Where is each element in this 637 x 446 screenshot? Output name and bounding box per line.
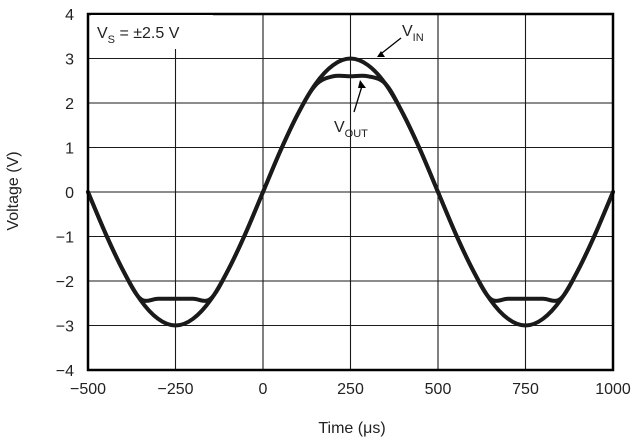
x-tick-label: 750	[512, 381, 539, 398]
grid-lines	[88, 14, 613, 370]
supply-label-main: V	[97, 25, 108, 42]
y-tick-label: 1	[65, 141, 74, 158]
vout-label: VOUT	[334, 119, 368, 140]
plot-frame	[86, 12, 615, 372]
supply-label-box	[91, 15, 213, 49]
x-tick-label: −500	[70, 381, 106, 398]
vin-pointer-line	[381, 37, 402, 54]
supply-label-rest: = ±2.5 V	[115, 25, 180, 42]
x-tick-label: 250	[337, 381, 364, 398]
x-tick-label: 1000	[595, 381, 631, 398]
vin-label-sub: IN	[413, 32, 424, 44]
y-axis-label: Voltage (V)	[5, 151, 22, 230]
y-tick-label: 2	[65, 96, 74, 113]
y-tick-label: 3	[65, 52, 74, 69]
vout-label-main: V	[334, 119, 345, 136]
x-tick-label: −250	[157, 381, 193, 398]
vout-pointer-arrowhead	[358, 80, 366, 88]
y-tick-label: −4	[56, 363, 74, 380]
y-tick-label: −3	[56, 319, 74, 336]
y-tick-label: 4	[65, 7, 74, 24]
supply-voltage-label: VS = ±2.5 V	[97, 25, 180, 46]
tick-labels: −500 −250 0 250 500 750 1000 −4 −3 −2 −1 0 1 2 3 4	[56, 7, 631, 398]
x-tick-label: 500	[425, 381, 452, 398]
supply-label-sub: S	[108, 34, 115, 46]
traces	[86, 56, 615, 328]
y-tick-label: −1	[56, 230, 74, 247]
vin-annotation: VIN	[377, 23, 424, 57]
vin-label: VIN	[402, 23, 424, 44]
series-line-vin	[86, 56, 615, 328]
vout-pointer-line	[353, 85, 363, 113]
vout-label-sub: OUT	[345, 128, 369, 140]
y-tick-label: −2	[56, 274, 74, 291]
x-tick-label: 0	[259, 381, 268, 398]
x-axis-label: Time (μs)	[318, 420, 385, 437]
supply-voltage-annotation: VS = ±2.5 V	[91, 15, 213, 49]
y-tick-label: 0	[65, 185, 74, 202]
vin-pointer-arrowhead	[377, 51, 385, 57]
vin-label-main: V	[402, 23, 413, 40]
vout-annotation: VOUT	[334, 80, 368, 140]
series-line-vout	[86, 73, 615, 303]
